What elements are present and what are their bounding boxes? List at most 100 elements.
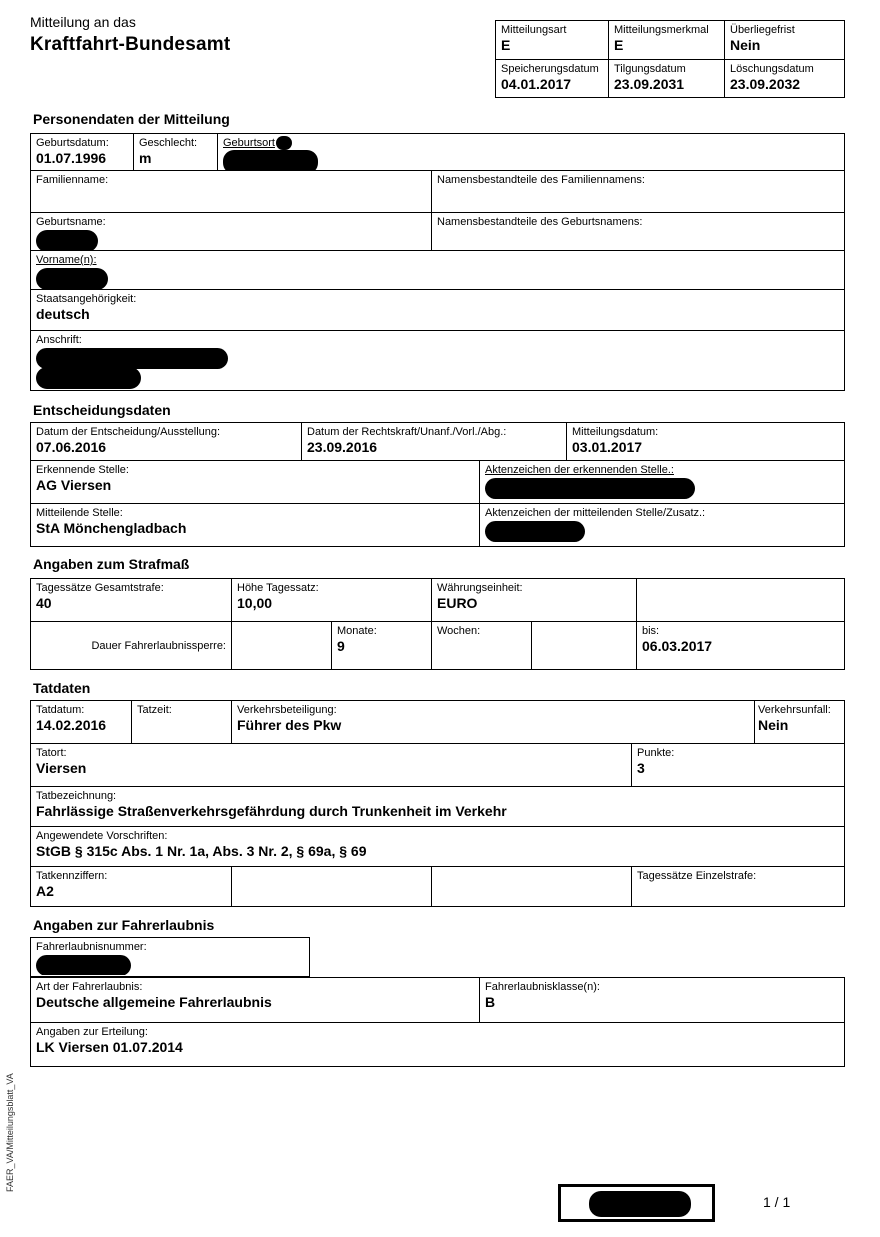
field-fahrerlaubnisnummer: Fahrerlaubnisnummer:: [31, 938, 309, 975]
field-value: 01.07.1996: [36, 150, 107, 166]
field-loeschungsdatum: Löschungsdatum 23.09.2032: [724, 60, 844, 97]
redaction-geburtsname: [36, 230, 98, 250]
field-label: Mitteilungsmerkmal: [614, 24, 709, 36]
field-tatzeit: Tatzeit:: [131, 701, 231, 743]
fahrerlaubnisnummer-box: Fahrerlaubnisnummer:: [30, 937, 310, 977]
field-datum-entscheidung: Datum der Entscheidung/Ausstellung: 07.0…: [31, 423, 301, 460]
field-label: Art der Fahrerlaubnis:: [36, 981, 143, 993]
field-aktenzeichen-mitteilend: Aktenzeichen der mitteilenden Stelle/Zus…: [479, 504, 844, 546]
field-value: StA Mönchengladbach: [36, 520, 187, 536]
section-heading-personendaten: Personendaten der Mitteilung: [33, 111, 230, 127]
table-row: Geburtsdatum: 01.07.1996 Geschlecht: m G…: [31, 134, 844, 170]
tatdaten-table: Tatdatum: 14.02.2016 Tatzeit: Verkehrsbe…: [30, 700, 845, 907]
field-value: 06.03.2017: [642, 638, 713, 654]
redaction-stamp: [589, 1191, 691, 1217]
table-row: Fahrerlaubnisnummer:: [31, 938, 309, 975]
table-row: Tatkennziffern: A2 Tagessätze Einzelstra…: [31, 866, 844, 906]
field-label: Staatsangehörigkeit:: [36, 293, 137, 305]
field-label: Angewendete Vorschriften:: [36, 830, 168, 842]
field-tilgungsdatum: Tilgungsdatum 23.09.2031: [608, 60, 724, 97]
field-label: Speicherungsdatum: [501, 63, 599, 75]
field-label: Mitteilende Stelle:: [36, 507, 123, 519]
field-label: Mitteilungsdatum:: [572, 426, 659, 438]
form-id-vertical-text: FAER_VA/Mitteilungsblatt_VA: [5, 1073, 15, 1192]
field-label: Geschlecht:: [139, 137, 198, 149]
field-aktenzeichen-erkennend: Aktenzeichen der erkennenden Stelle.:: [479, 461, 844, 503]
field-label: Tatbezeichnung:: [36, 790, 117, 802]
field-mitteilungsart: Mitteilungsart E: [496, 21, 608, 59]
field-value: Nein: [758, 717, 789, 733]
field-value: E: [614, 37, 624, 53]
field-label: Mitteilungsart: [501, 24, 567, 36]
field-value: 23.09.2032: [730, 76, 801, 92]
field-label: Verkehrsunfall:: [758, 704, 831, 716]
field-label: Namensbestandteile des Geburtsnamens:: [437, 216, 643, 228]
field-label: Tatzeit:: [137, 704, 172, 716]
field-value: LK Viersen 01.07.2014: [36, 1039, 183, 1055]
table-row: Datum der Entscheidung/Ausstellung: 07.0…: [31, 423, 844, 460]
field-sperre-bis: bis: 06.03.2017: [636, 622, 844, 669]
field-vorname: Vorname(n):: [31, 251, 844, 289]
field-label: Fahrerlaubnisklasse(n):: [485, 981, 600, 993]
fahrerlaubnis-table: Art der Fahrerlaubnis: Deutsche allgemei…: [30, 977, 845, 1067]
field-tatdatum: Tatdatum: 14.02.2016: [31, 701, 131, 743]
redaction-anschrift-line1: [36, 348, 228, 369]
field-label: Verkehrsbeteiligung:: [237, 704, 337, 716]
field-value: Führer des Pkw: [237, 717, 342, 733]
field-label: Fahrerlaubnisnummer:: [36, 941, 147, 953]
field-tagessaetze-gesamtstrafe: Tagessätze Gesamtstrafe: 40: [31, 579, 231, 621]
field-label: Tatort:: [36, 747, 67, 759]
header-info-table: Mitteilungsart E Mitteilungsmerkmal E Üb…: [495, 20, 845, 98]
field-value: EURO: [437, 595, 478, 611]
field-punkte: Punkte: 3: [631, 744, 844, 786]
field-namensbestandteile-geburtsname: Namensbestandteile des Geburtsnamens:: [431, 213, 844, 250]
field-geschlecht: Geschlecht: m: [133, 134, 217, 170]
table-row: Mitteilungsart E Mitteilungsmerkmal E Üb…: [496, 21, 844, 59]
field-label: Tagessätze Einzelstrafe:: [637, 870, 757, 882]
field-geburtsort: Geburtsort: [217, 134, 844, 170]
field-tagessaetze-einzelstrafe: Tagessätze Einzelstrafe:: [631, 867, 844, 906]
field-sperre-empty2: [531, 622, 636, 669]
field-speicherungsdatum: Speicherungsdatum 04.01.2017: [496, 60, 608, 97]
field-label: Anschrift:: [36, 334, 82, 346]
field-value: AG Viersen: [36, 477, 112, 493]
field-label: Vorname(n):: [36, 254, 97, 266]
field-label: Namensbestandteile des Familiennamens:: [437, 174, 645, 186]
field-mitteilungsmerkmal: Mitteilungsmerkmal E: [608, 21, 724, 59]
table-row: Staatsangehörigkeit: deutsch: [31, 289, 844, 330]
field-value: m: [139, 150, 152, 166]
field-value: A2: [36, 883, 54, 899]
field-tatbezeichnung: Tatbezeichnung: Fahrlässige Straßenverke…: [31, 787, 844, 826]
entscheidungsdaten-table: Datum der Entscheidung/Ausstellung: 07.0…: [30, 422, 845, 547]
field-label: Familienname:: [36, 174, 109, 186]
field-label: Geburtsort: [223, 137, 275, 149]
field-ueberliegefrist: Überliegefrist Nein: [724, 21, 844, 59]
table-row: Tatort: Viersen Punkte: 3: [31, 743, 844, 786]
field-value: 23.09.2031: [614, 76, 685, 92]
field-value: 40: [36, 595, 52, 611]
field-label: Löschungsdatum: [730, 63, 814, 75]
field-geburtsdatum: Geburtsdatum: 01.07.1996: [31, 134, 133, 170]
field-verkehrsbeteiligung: Verkehrsbeteiligung: Führer des Pkw: [231, 701, 754, 743]
field-monate: Monate: 9: [331, 622, 431, 669]
field-value: Viersen: [36, 760, 87, 776]
redaction-geburtsort-partial: [275, 136, 292, 151]
field-label: Geburtsdatum:: [36, 137, 109, 149]
field-tatkennziffern: Tatkennziffern: A2: [31, 867, 231, 906]
field-value: 07.06.2016: [36, 439, 107, 455]
field-angewendete-vorschriften: Angewendete Vorschriften: StGB § 315c Ab…: [31, 827, 844, 866]
field-sperre-empty1: [231, 622, 331, 669]
field-label: Angaben zur Erteilung:: [36, 1026, 148, 1038]
redaction-anschrift-line2: [36, 367, 141, 389]
field-anschrift: Anschrift:: [31, 331, 844, 390]
document-title: Kraftfahrt-Bundesamt: [30, 34, 231, 55]
field-label: Aktenzeichen der erkennenden Stelle.:: [485, 464, 674, 476]
field-value: StGB § 315c Abs. 1 Nr. 1a, Abs. 3 Nr. 2,…: [36, 843, 367, 859]
table-row: Mitteilende Stelle: StA Mönchengladbach …: [31, 503, 844, 546]
table-row: Angaben zur Erteilung: LK Viersen 01.07.…: [31, 1022, 844, 1066]
field-erkennende-stelle: Erkennende Stelle: AG Viersen: [31, 461, 479, 503]
field-tatort: Tatort: Viersen: [31, 744, 631, 786]
field-value: B: [485, 994, 496, 1010]
field-value: Fahrlässige Straßenverkehrsgefährdung du…: [36, 803, 507, 819]
